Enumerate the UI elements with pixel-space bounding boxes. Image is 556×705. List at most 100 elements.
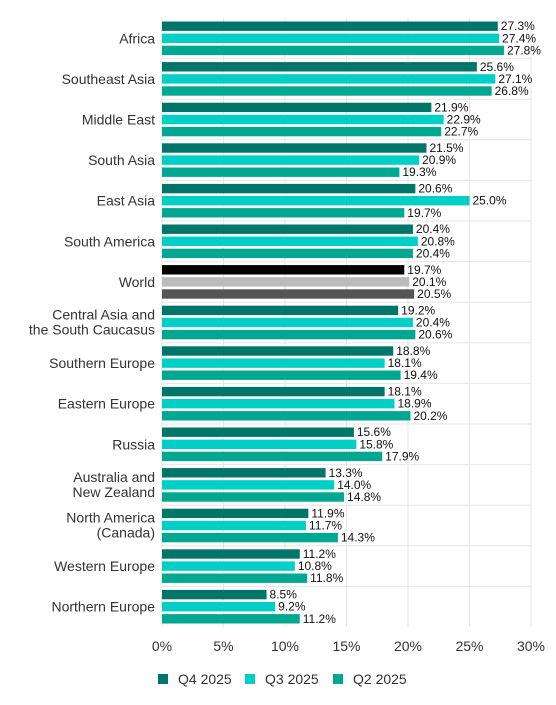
data-label: 11.2%: [303, 612, 336, 626]
x-tick-label: 15%: [332, 638, 360, 654]
bar-q4-2025: [162, 21, 498, 31]
data-label: 14.8%: [347, 490, 381, 504]
data-label: 26.8%: [495, 84, 529, 98]
bar-q3-2025: [162, 439, 357, 449]
bar-q3-2025: [162, 399, 395, 409]
bar-q4-2025: [162, 183, 416, 194]
data-label: 20.4%: [416, 246, 450, 260]
category-label: Australia and New Zealand: [73, 469, 156, 500]
data-label: 17.9%: [385, 449, 419, 463]
data-label: 14.3%: [341, 531, 375, 545]
data-label: 27.8%: [507, 43, 541, 57]
data-label: 20.8%: [421, 234, 455, 248]
data-label: 18.1%: [388, 356, 422, 370]
bar-q3-2025: [162, 196, 470, 206]
bar-q3-2025: [162, 33, 500, 43]
bar-q2-2025: [162, 573, 308, 583]
legend-swatch: [245, 674, 255, 684]
category-label: East Asia: [97, 193, 156, 209]
data-label: 18.8%: [396, 344, 430, 358]
bar-q2-2025: [162, 614, 300, 624]
data-label: 25.6%: [480, 60, 514, 74]
bar-q2-2025: [162, 492, 345, 502]
bar-q4-2025: [162, 143, 427, 153]
bar-q3-2025: [162, 114, 444, 125]
category-label: North America (Canada): [66, 510, 155, 541]
bar-q4-2025: [162, 224, 413, 234]
data-label: 13.3%: [329, 466, 363, 480]
legend-swatch: [158, 674, 168, 684]
legend-label: Q4 2025: [178, 671, 232, 687]
bar-q4-2025: [162, 62, 477, 72]
data-label: 27.4%: [502, 31, 536, 45]
data-label: 20.4%: [416, 222, 450, 236]
bar-q4-2025: [162, 265, 405, 275]
bar-q4-2025: [162, 427, 354, 437]
x-tick-label: 5%: [213, 638, 233, 654]
bar-q3-2025: [162, 561, 295, 571]
data-label: 14.0%: [337, 478, 371, 492]
category-label: Eastern Europe: [58, 396, 155, 412]
category-label: Northern Europe: [51, 599, 155, 615]
bar-q4-2025: [162, 549, 300, 559]
bar-q3-2025: [162, 317, 413, 328]
data-label: 20.1%: [412, 275, 446, 289]
x-tick-label: 30%: [517, 638, 545, 654]
data-label: 25.0%: [473, 194, 507, 208]
x-tick-label: 20%: [394, 638, 422, 654]
data-label: 20.6%: [418, 328, 452, 342]
data-label: 18.9%: [397, 397, 431, 411]
data-label: 20.4%: [416, 316, 450, 330]
bar-q2-2025: [162, 86, 492, 96]
data-label: 10.8%: [298, 559, 332, 573]
category-label: Central Asia and the South Caucasus: [29, 307, 155, 338]
bar-q2-2025: [162, 126, 442, 137]
bar-q2-2025: [162, 289, 415, 299]
bar-q3-2025: [162, 74, 496, 84]
x-tick-label: 25%: [455, 638, 483, 654]
x-tick-label: 10%: [271, 638, 299, 654]
bar-q4-2025: [162, 102, 432, 113]
data-label: 15.6%: [357, 425, 391, 439]
data-label: 27.1%: [498, 72, 532, 86]
legend-label: Q2 2025: [353, 671, 407, 687]
legend-swatch: [333, 674, 343, 684]
bar-q3-2025: [162, 520, 306, 531]
data-label: 19.2%: [401, 303, 435, 317]
data-label: 19.4%: [404, 368, 438, 382]
x-tick-label: 0%: [152, 638, 172, 654]
bar-q4-2025: [162, 305, 399, 316]
bar-q2-2025: [162, 411, 411, 421]
bar-q3-2025: [162, 358, 385, 368]
category-label: Southeast Asia: [62, 71, 156, 87]
data-label: 18.1%: [388, 385, 422, 399]
data-label: 11.2%: [303, 547, 336, 561]
data-label: 11.7%: [309, 519, 342, 533]
data-label: 19.7%: [407, 263, 441, 277]
bar-q4-2025: [162, 386, 385, 397]
bar-q2-2025: [162, 208, 405, 218]
bar-q3-2025: [162, 602, 276, 612]
category-label: South America: [64, 233, 155, 249]
category-label: World: [119, 274, 155, 290]
category-label: Southern Europe: [49, 355, 155, 371]
data-label: 19.3%: [402, 165, 436, 179]
bar-q4-2025: [162, 589, 267, 600]
bar-q2-2025: [162, 167, 400, 177]
bar-q2-2025: [162, 451, 383, 462]
data-label: 20.5%: [417, 287, 451, 301]
data-label: 9.2%: [278, 600, 306, 614]
data-label: 27.3%: [501, 19, 535, 33]
data-label: 19.7%: [407, 206, 441, 220]
bar-q2-2025: [162, 45, 504, 56]
data-label: 20.9%: [422, 153, 456, 167]
category-label: Africa: [119, 30, 155, 46]
bar-q2-2025: [162, 329, 416, 340]
category-label: South Asia: [88, 152, 155, 168]
bar-q4-2025: [162, 508, 309, 519]
legend-label: Q3 2025: [265, 671, 319, 687]
data-label: 21.9%: [434, 100, 468, 114]
category-label: Russia: [112, 436, 155, 452]
